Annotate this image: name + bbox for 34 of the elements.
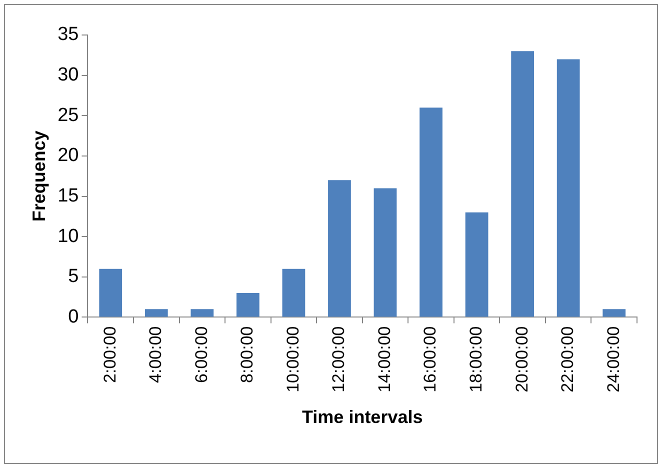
y-axis-title: Frequency (28, 130, 49, 222)
y-tick-label: 25 (58, 104, 79, 126)
bar (465, 212, 488, 317)
y-tick-label: 0 (68, 306, 79, 328)
y-tick-label: 5 (68, 266, 79, 288)
y-tick-label: 10 (58, 226, 79, 247)
x-tick-label: 2:00:00 (100, 326, 120, 383)
bar (420, 108, 442, 317)
x-tick-label: 24:00:00 (604, 326, 623, 392)
bar (144, 309, 168, 317)
y-tick-label: 15 (58, 186, 79, 207)
x-tick-label: 12:00:00 (329, 326, 348, 392)
bar (602, 309, 626, 317)
x-tick-label: 8:00:00 (238, 326, 257, 383)
y-tick-label: 35 (58, 24, 79, 46)
bar (374, 188, 397, 317)
bar (511, 51, 534, 317)
bar (190, 309, 214, 317)
x-axis-title: Time intervals (302, 407, 423, 428)
bar (99, 268, 122, 317)
bar (556, 59, 580, 317)
x-tick-label: 6:00:00 (192, 326, 211, 383)
x-tick-label: 22:00:00 (558, 326, 578, 392)
bar (236, 293, 260, 317)
y-tick-label: 30 (58, 64, 79, 86)
y-tick-label: 20 (58, 145, 79, 166)
bar (328, 180, 351, 317)
bar (282, 268, 306, 317)
x-tick-label: 10:00:00 (283, 326, 302, 392)
x-tick-label: 4:00:00 (146, 326, 166, 383)
x-tick-label: 14:00:00 (374, 326, 394, 392)
x-tick-label: 20:00:00 (512, 326, 532, 392)
x-tick-label: 16:00:00 (420, 326, 440, 392)
x-tick-label: 18:00:00 (466, 326, 486, 392)
